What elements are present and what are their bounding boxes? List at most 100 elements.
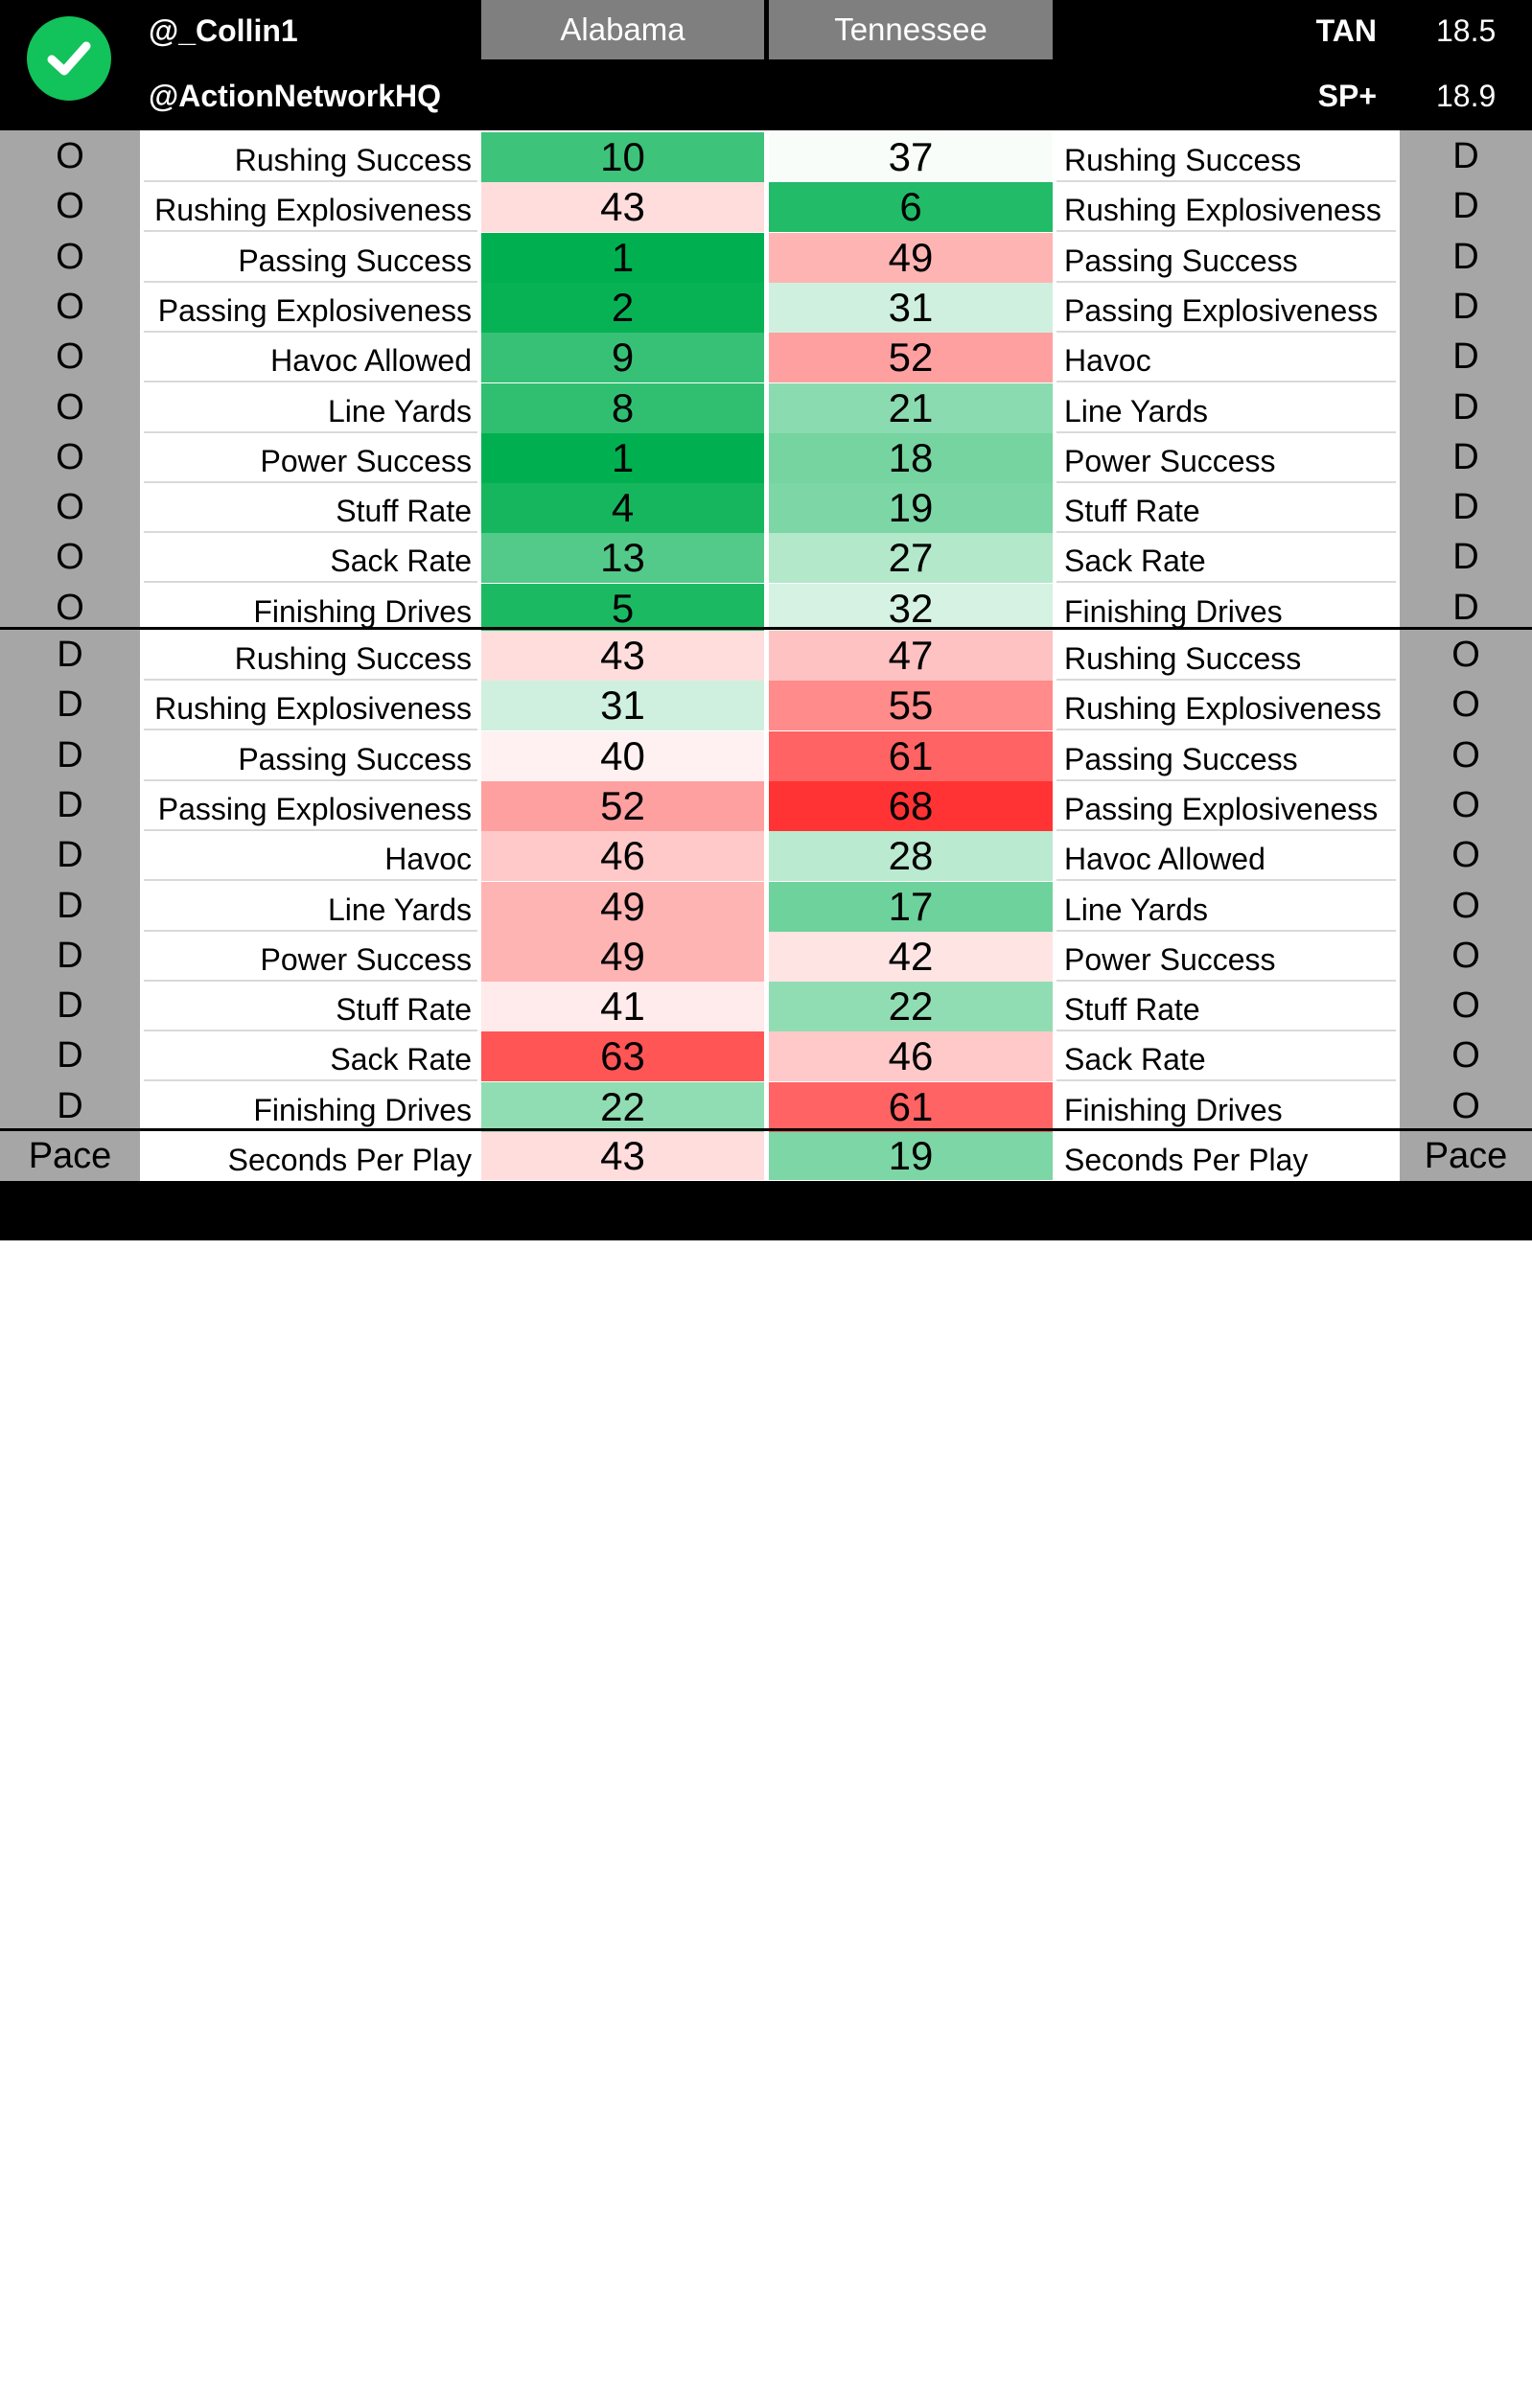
right-stat-label: Power Success [1064, 444, 1276, 478]
row-separator [144, 481, 477, 483]
team2-stat-value: 19 [769, 483, 1053, 533]
projected-total-value: 62.2 [1436, 2373, 1497, 2407]
left-unit-marker: D [57, 886, 83, 926]
team1-stat-value: 1 [481, 233, 764, 283]
team1-header: Alabama [481, 0, 764, 59]
left-unit-marker: O [56, 336, 84, 377]
row-separator [144, 1030, 477, 1031]
row-separator [144, 180, 477, 182]
right-stat-label: Passing Explosiveness [1064, 792, 1379, 826]
left-unit-marker: O [56, 437, 84, 477]
row-separator [144, 331, 477, 333]
team1-stat-value: 8 [481, 383, 764, 433]
row-separator [1056, 581, 1396, 583]
left-stat-label: Passing Success [238, 243, 472, 278]
right-stat-label: Havoc Allowed [1064, 842, 1265, 876]
publisher-handle: @ActionNetworkHQ [149, 79, 441, 113]
right-stat-label: Passing Success [1064, 742, 1298, 776]
right-unit-marker: D [1452, 537, 1479, 577]
team2-stat-value: 46 [769, 1031, 1053, 1081]
team1-stat-value: 41 [481, 982, 764, 1031]
row-separator [1056, 381, 1396, 382]
team2-stat-value: 6 [769, 182, 1053, 232]
row-separator [1056, 1030, 1396, 1031]
sp-label: SP+ [1317, 79, 1377, 113]
team1-stat-value: 10 [481, 132, 764, 182]
right-unit-marker: D [1452, 487, 1479, 527]
team1-stat-value: 13 [481, 533, 764, 583]
team1-stat-value: 40 [481, 731, 764, 781]
row-separator [1056, 481, 1396, 483]
left-stat-label: Power Success [260, 942, 472, 977]
team2-stat-value: 61 [769, 1082, 1053, 1132]
row-separator [1056, 729, 1396, 730]
right-unit-marker: D [1452, 136, 1479, 176]
right-unit-marker: O [1451, 735, 1480, 776]
left-stat-label: Rushing Success [234, 641, 472, 676]
row-separator [144, 381, 477, 382]
right-unit-marker: D [1452, 336, 1479, 377]
right-stat-label: Finishing Drives [1064, 594, 1283, 629]
team2-header: Tennessee [769, 0, 1053, 59]
team2-stat-value: 37 [769, 132, 1053, 182]
row-separator [144, 729, 477, 730]
right-unit-marker: O [1451, 635, 1480, 675]
left-stat-label: Havoc [384, 842, 472, 876]
team1-pace-value: 43 [481, 1132, 764, 1180]
row-separator [1056, 779, 1396, 781]
left-stat-label: Line Yards [327, 892, 472, 927]
left-unit-marker: O [56, 287, 84, 327]
right-unit-marker: O [1451, 985, 1480, 1026]
pace-right-label: Seconds Per Play [1064, 1143, 1309, 1177]
pace-left-label: Seconds Per Play [227, 1143, 472, 1177]
row-separator [144, 1079, 477, 1081]
team2-stat-value: 68 [769, 781, 1053, 831]
right-unit-marker: O [1451, 886, 1480, 926]
row-separator [144, 829, 477, 831]
left-unit-marker: D [57, 1086, 83, 1126]
team1-stat-value: 49 [481, 882, 764, 932]
author-handle: @_Collin1 [149, 13, 298, 48]
left-stat-label: Finishing Drives [253, 1093, 472, 1127]
row-separator [1056, 281, 1396, 283]
left-stat-label: Stuff Rate [336, 494, 472, 528]
team2-stat-value: 55 [769, 681, 1053, 730]
row-separator [1056, 230, 1396, 232]
pace-left-marker: Pace [28, 1136, 112, 1176]
right-unit-marker: D [1452, 387, 1479, 428]
row-separator [144, 230, 477, 232]
team1-stat-value: 31 [481, 681, 764, 730]
left-stat-label: Finishing Drives [253, 594, 472, 629]
right-stat-label: Sack Rate [1064, 1042, 1206, 1077]
projected-total-label: Projected Total [1173, 2373, 1377, 2407]
right-stat-label: Rushing Success [1064, 143, 1302, 177]
left-unit-marker: O [56, 186, 84, 226]
left-unit-marker: D [57, 936, 83, 976]
team2-stat-value: 18 [769, 433, 1053, 483]
left-unit-marker: O [56, 588, 84, 628]
right-stat-label: Stuff Rate [1064, 992, 1200, 1027]
row-separator [1056, 980, 1396, 982]
right-unit-marker: O [1451, 1086, 1480, 1126]
row-separator [144, 930, 477, 932]
right-unit-marker: O [1451, 785, 1480, 825]
team2-pace-value: 19 [769, 1132, 1053, 1180]
left-unit-marker: O [56, 136, 84, 176]
left-stat-label: Sack Rate [330, 544, 472, 578]
left-stat-label: Sack Rate [330, 1042, 472, 1077]
row-separator [1056, 531, 1396, 533]
team2-stat-value: 42 [769, 932, 1053, 982]
team2-stat-value: 32 [769, 584, 1053, 634]
row-separator [1056, 829, 1396, 831]
row-separator [144, 531, 477, 533]
team1-stat-value: 46 [481, 831, 764, 881]
pace-right-marker: Pace [1424, 1136, 1508, 1176]
right-stat-label: Passing Explosiveness [1064, 293, 1379, 328]
team1-stat-value: 1 [481, 433, 764, 483]
row-separator [1056, 331, 1396, 333]
right-unit-marker: D [1452, 588, 1479, 628]
row-separator [144, 581, 477, 583]
footer-bar: Data per collegefootballldata and Footba… [0, 1181, 1532, 2407]
source-note: Data per collegefootballldata and Footba… [149, 2377, 944, 2403]
left-unit-marker: O [56, 387, 84, 428]
